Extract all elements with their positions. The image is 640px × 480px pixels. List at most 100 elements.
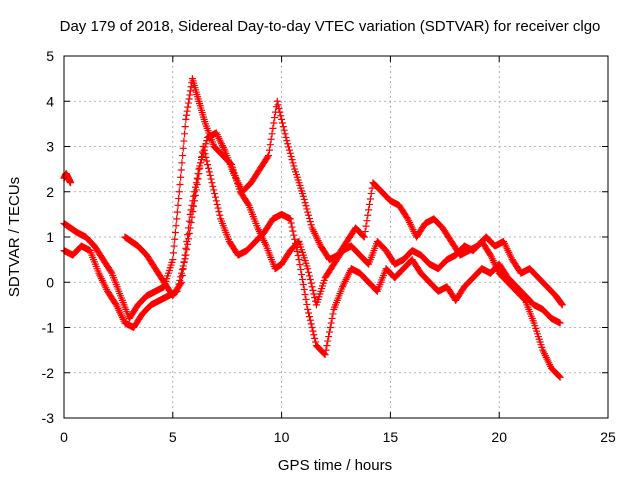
data-point [282,133,290,141]
y-tick-label: 4 [46,93,54,109]
data-point [556,373,564,381]
x-axis-label: GPS time / hours [278,457,392,474]
y-tick-label: 1 [46,229,54,245]
data-point [295,256,303,264]
data-point [269,124,277,132]
data-point [556,319,564,327]
data-point [178,159,186,167]
data-point [186,91,194,99]
data-point [188,201,196,209]
data-point [192,179,200,187]
data-point [204,164,212,172]
data-point [292,239,300,247]
data-point [308,324,316,331]
data-point [300,285,308,293]
data-point [284,140,292,148]
data-point [288,223,296,231]
data-point [171,228,179,236]
data-point [200,146,208,154]
data-point [187,83,195,91]
data-point [271,114,279,122]
data-point [196,162,204,170]
data-point [275,104,283,112]
tick-marks [63,55,609,419]
data-point [287,219,295,227]
data-point [176,181,184,189]
data-point [216,211,224,219]
data-point [305,313,313,321]
data-point [183,238,191,246]
data-point [177,280,185,288]
data-point [174,201,182,209]
x-tick-label: 25 [600,429,616,445]
data-point [212,197,220,205]
data-point [294,252,302,260]
data-point [179,144,187,152]
data-point [203,137,211,145]
data-point [298,271,306,279]
data-layer [60,75,566,381]
data-point [301,290,309,298]
y-tick-label: -1 [42,320,55,336]
data-point [304,305,312,313]
data-point [197,159,205,167]
data-point [184,224,192,232]
data-point [279,123,287,131]
data-point [178,278,186,286]
data-point [302,295,310,303]
data-point [191,183,199,191]
data-point [362,222,370,230]
data-point [244,200,252,208]
data-point [267,135,275,143]
data-point [182,244,190,252]
series-3 [121,97,566,309]
data-point [307,221,315,229]
data-point [181,123,189,131]
data-point [175,195,183,203]
data-point [268,130,276,138]
data-point [203,157,211,165]
x-tick-label: 10 [274,429,290,445]
data-point [214,204,222,212]
data-point [289,227,297,235]
data-point [276,108,284,116]
data-point [306,276,314,284]
data-point [326,324,334,331]
data-point [309,286,317,294]
data-point [186,87,194,95]
x-tick-labels: 0 5 10 15 20 25 [60,429,616,445]
y-tick-label: 0 [46,274,54,290]
data-point [290,162,298,170]
data-point [215,208,223,216]
data-point [364,211,372,219]
data-point [311,334,319,342]
data-point [305,211,313,219]
data-point [305,268,313,276]
data-point [558,300,566,308]
data-point [329,310,337,318]
x-tick-label: 15 [383,429,399,445]
data-point [170,242,178,250]
data-point [305,309,313,317]
data-point [366,200,374,208]
data-point [198,152,206,160]
data-point [278,119,286,127]
data-point [67,179,75,187]
data-point [277,112,285,120]
y-tick-label: 3 [46,139,54,155]
y-tick-label: 5 [46,48,54,64]
data-point [297,266,305,274]
data-point [175,188,183,196]
data-point [281,130,289,138]
data-point [172,222,180,230]
data-point [185,217,193,225]
data-point [303,300,311,308]
data-point [558,301,566,309]
data-point [171,235,179,243]
data-point [177,173,185,181]
data-point [285,146,293,154]
data-point [360,233,368,241]
data-point [180,258,188,266]
